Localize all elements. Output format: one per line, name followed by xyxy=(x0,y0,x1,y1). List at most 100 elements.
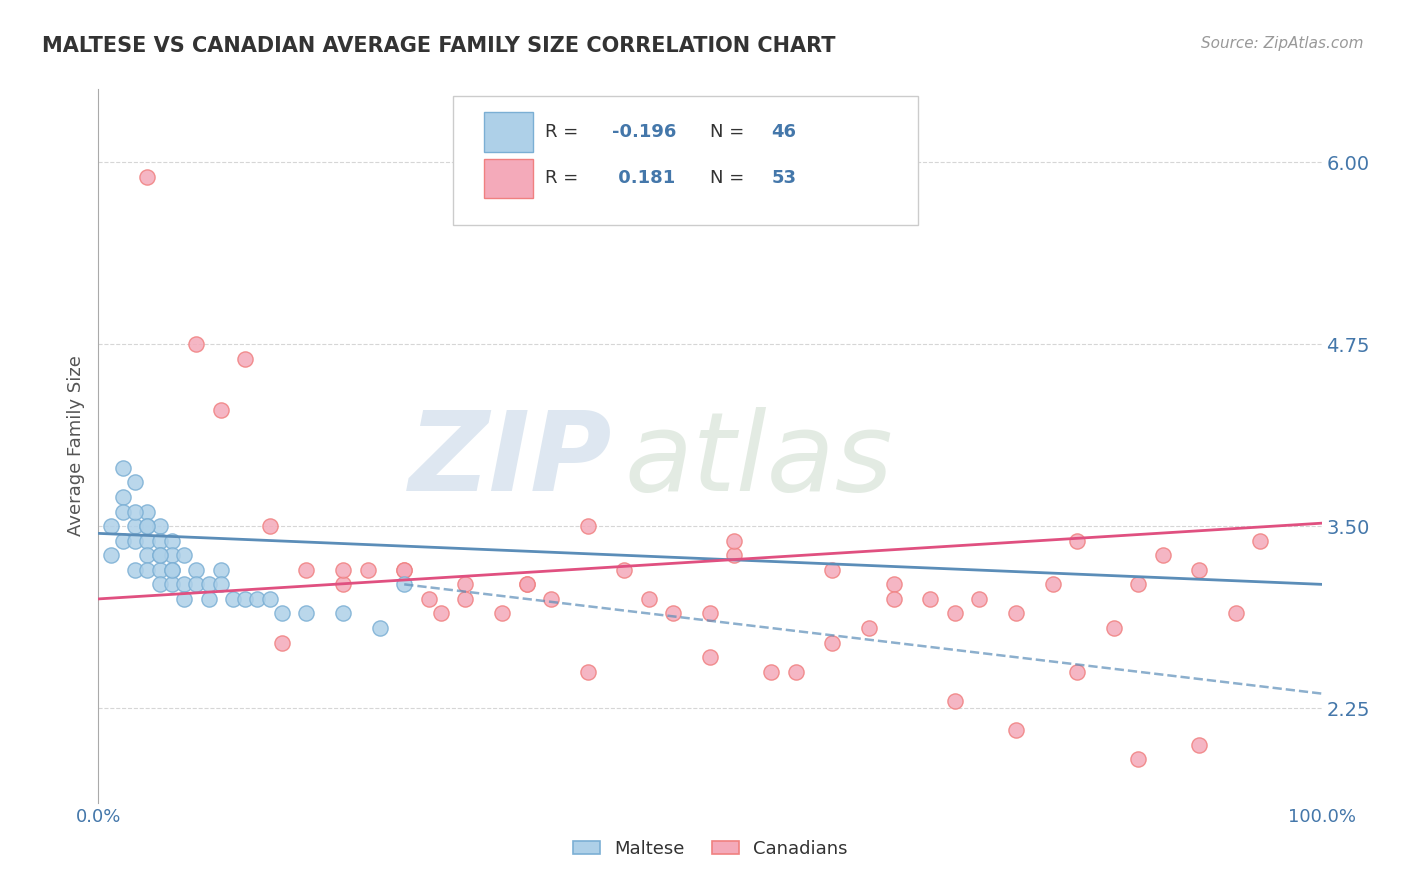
Point xyxy=(1225,607,1247,621)
Point xyxy=(160,577,183,591)
Point xyxy=(136,533,159,548)
Point xyxy=(943,607,966,621)
Point xyxy=(124,563,146,577)
Point xyxy=(186,337,208,351)
Point xyxy=(270,607,294,621)
Point xyxy=(332,577,354,591)
Point xyxy=(136,519,159,533)
Point xyxy=(124,533,146,548)
Point xyxy=(259,519,281,533)
Text: MALTESE VS CANADIAN AVERAGE FAMILY SIZE CORRELATION CHART: MALTESE VS CANADIAN AVERAGE FAMILY SIZE … xyxy=(42,36,835,55)
FancyBboxPatch shape xyxy=(453,96,918,225)
Point xyxy=(197,577,219,591)
Point xyxy=(136,548,159,562)
Point xyxy=(785,665,807,679)
Point xyxy=(100,519,122,533)
Point xyxy=(173,548,195,562)
Text: N =: N = xyxy=(710,169,749,187)
Point xyxy=(883,577,905,591)
Point xyxy=(186,563,208,577)
Point xyxy=(430,607,453,621)
Point xyxy=(149,533,172,548)
Point xyxy=(186,577,208,591)
Point xyxy=(209,402,232,417)
Point xyxy=(111,504,134,518)
Bar xyxy=(484,112,533,152)
Point xyxy=(136,169,159,184)
Point xyxy=(124,504,146,518)
Point xyxy=(356,563,378,577)
Point xyxy=(270,635,294,649)
Point xyxy=(136,519,159,533)
Point xyxy=(124,475,146,490)
Point xyxy=(111,460,134,475)
Text: 0.181: 0.181 xyxy=(612,169,675,187)
Point xyxy=(100,548,122,562)
Point xyxy=(173,577,195,591)
Point xyxy=(1188,738,1211,752)
Point xyxy=(259,591,281,606)
Text: N =: N = xyxy=(710,123,749,141)
Point xyxy=(1128,577,1150,591)
Point xyxy=(149,519,172,533)
Point xyxy=(392,563,416,577)
Point xyxy=(920,591,942,606)
Point xyxy=(1128,752,1150,766)
Legend: Maltese, Canadians: Maltese, Canadians xyxy=(565,833,855,865)
Point xyxy=(858,621,880,635)
Point xyxy=(637,591,661,606)
Point xyxy=(368,621,391,635)
Point xyxy=(1249,533,1271,548)
Point xyxy=(233,591,256,606)
Text: 46: 46 xyxy=(772,123,796,141)
Point xyxy=(209,563,232,577)
Point xyxy=(160,548,183,562)
Point xyxy=(1066,533,1088,548)
Point xyxy=(418,591,440,606)
Point xyxy=(761,665,783,679)
Point xyxy=(1066,665,1088,679)
Text: -0.196: -0.196 xyxy=(612,123,676,141)
Point xyxy=(160,563,183,577)
Point xyxy=(821,635,844,649)
Point xyxy=(454,577,477,591)
Point xyxy=(136,504,159,518)
Point xyxy=(576,665,599,679)
Point xyxy=(392,577,416,591)
Point xyxy=(209,577,232,591)
Point xyxy=(943,694,966,708)
Text: ZIP: ZIP xyxy=(409,407,612,514)
Point xyxy=(967,591,990,606)
Text: Source: ZipAtlas.com: Source: ZipAtlas.com xyxy=(1201,36,1364,51)
Point xyxy=(332,607,354,621)
Point xyxy=(149,563,172,577)
Y-axis label: Average Family Size: Average Family Size xyxy=(66,356,84,536)
Point xyxy=(723,533,745,548)
Text: R =: R = xyxy=(546,169,583,187)
Point xyxy=(1152,548,1174,562)
Point xyxy=(699,607,721,621)
Text: atlas: atlas xyxy=(624,407,893,514)
Point xyxy=(124,519,146,533)
Point xyxy=(295,563,318,577)
Text: 53: 53 xyxy=(772,169,796,187)
Point xyxy=(699,650,721,665)
Point xyxy=(111,490,134,504)
Point xyxy=(149,577,172,591)
Point xyxy=(576,519,599,533)
Point xyxy=(515,577,537,591)
Point xyxy=(883,591,905,606)
Point xyxy=(332,563,354,577)
Point xyxy=(136,563,159,577)
Point xyxy=(821,563,844,577)
Point xyxy=(1004,723,1026,737)
Bar xyxy=(484,159,533,198)
Point xyxy=(515,577,537,591)
Point xyxy=(392,563,416,577)
Point xyxy=(111,533,134,548)
Point xyxy=(295,607,318,621)
Point xyxy=(1004,607,1026,621)
Point xyxy=(1102,621,1125,635)
Point xyxy=(149,548,172,562)
Point xyxy=(160,563,183,577)
